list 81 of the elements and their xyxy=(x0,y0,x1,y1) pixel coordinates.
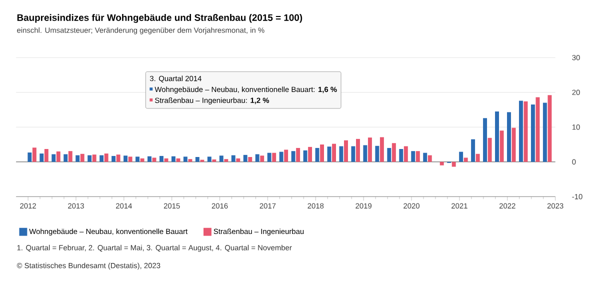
bar xyxy=(207,156,212,162)
bar xyxy=(452,162,456,167)
bar xyxy=(483,118,488,162)
bar xyxy=(518,100,523,162)
bar xyxy=(459,152,464,162)
bar xyxy=(495,112,499,162)
bar xyxy=(375,146,380,162)
bar xyxy=(416,151,420,162)
bar xyxy=(387,148,392,162)
bar xyxy=(183,156,188,162)
bar xyxy=(44,149,48,162)
bar xyxy=(116,154,120,162)
bar xyxy=(128,156,132,162)
bar xyxy=(176,158,180,162)
bar xyxy=(40,154,44,162)
bar xyxy=(464,158,468,162)
bar xyxy=(92,154,96,162)
bar xyxy=(548,95,552,162)
chart-title: Baupreisindizes für Wohngebäude und Straßenbau (2015 = 100) xyxy=(17,14,302,23)
bar xyxy=(56,151,60,162)
bar xyxy=(76,155,80,162)
bar xyxy=(100,155,104,162)
bar xyxy=(140,158,144,162)
bar xyxy=(440,162,444,166)
bar xyxy=(188,159,192,162)
bar xyxy=(399,149,404,162)
bar xyxy=(224,159,228,162)
bar xyxy=(411,151,416,162)
bar xyxy=(231,155,236,162)
bar xyxy=(488,138,492,162)
bar xyxy=(308,146,312,162)
bar xyxy=(471,139,476,162)
bar xyxy=(363,145,368,162)
bar xyxy=(248,157,252,162)
bar xyxy=(272,152,276,162)
bar xyxy=(159,156,164,162)
bar xyxy=(212,159,216,162)
bar xyxy=(243,154,248,162)
bar xyxy=(80,154,84,162)
bar xyxy=(267,152,272,162)
bar xyxy=(104,154,108,162)
bar xyxy=(428,155,432,162)
bar xyxy=(148,156,152,162)
bar xyxy=(112,156,116,162)
bar xyxy=(296,148,300,162)
bar xyxy=(88,155,92,162)
bar xyxy=(392,143,396,162)
bar xyxy=(236,158,240,162)
bar xyxy=(136,156,140,162)
bar xyxy=(260,156,264,162)
bar xyxy=(195,157,200,162)
bar xyxy=(332,144,336,162)
bar xyxy=(339,146,344,162)
bar xyxy=(423,152,428,162)
bar xyxy=(52,154,56,162)
bar xyxy=(255,154,260,162)
bar xyxy=(279,152,284,162)
bar xyxy=(291,151,296,162)
bar xyxy=(303,150,308,162)
bar xyxy=(219,156,224,162)
bar xyxy=(530,104,535,162)
bar xyxy=(171,156,176,162)
bar xyxy=(68,151,72,162)
bar xyxy=(507,112,511,162)
bar xyxy=(284,150,288,162)
bar xyxy=(32,148,36,162)
bar xyxy=(380,137,384,162)
bar xyxy=(152,158,156,162)
bar xyxy=(500,130,504,162)
bar xyxy=(351,146,356,162)
bar xyxy=(124,156,128,162)
bar xyxy=(356,138,360,162)
bar xyxy=(536,97,540,162)
bar xyxy=(404,146,408,162)
bar xyxy=(476,154,480,162)
bar xyxy=(64,154,68,162)
bar xyxy=(542,102,547,162)
bar xyxy=(344,140,348,162)
bar xyxy=(320,144,324,162)
bar xyxy=(368,138,372,162)
bar xyxy=(28,152,32,162)
